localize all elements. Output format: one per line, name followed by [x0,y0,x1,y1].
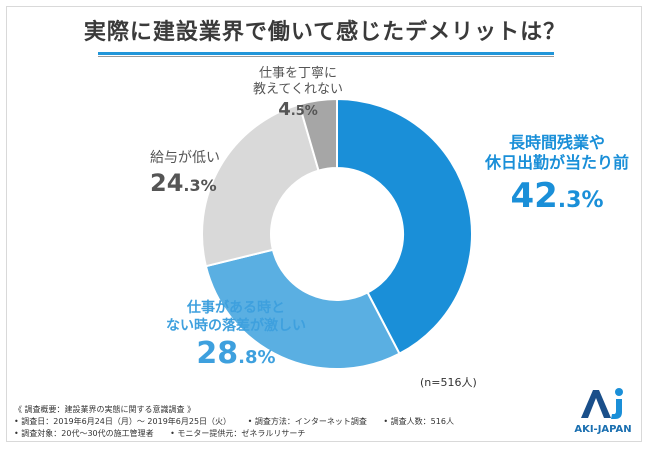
survey-footer: 《 調査概要：建設業界の実態に関する意識調査 》 • 調査日：2019年6月24… [14,404,468,440]
slice-value-low-pay: 24.3% [150,168,250,198]
footer-method: • 調査方法：インターネット調査 [247,417,367,426]
slice-label-long-hours-line2: 休日出勤が当たり前 [484,153,629,172]
slice-label-no-training: 仕事を丁寧に 教えてくれない 4.5% [232,66,364,121]
logo-mark-icon [581,388,623,419]
slice-value-no-training-int: 4 [278,98,291,120]
slice-label-workload-gap: 仕事がある時と ない時の落差が激しい 28.8% [150,300,322,373]
slice-value-no-training-dec: .5% [290,103,318,119]
slice-label-long-hours-line1: 長時間残業や [508,133,605,152]
slice-value-low-pay-dec: .3% [183,175,217,195]
slice-label-no-training-line1: 仕事を丁寧に [258,66,337,81]
title-underline-shadow [98,56,554,57]
slice-value-low-pay-int: 24 [150,168,184,197]
slice-value-long-hours-dec: .3% [557,188,604,213]
slice-value-no-training: 4.5% [232,99,364,122]
footer-row-2: • 調査対象：20代～30代の施工管理者 • モニター提供元：ゼネラルリサーチ [14,428,468,440]
slice-label-low-pay: 給与が低い 24.3% [150,150,250,198]
pie-slice-workload-gap [204,248,401,370]
footer-count: • 調査人数：516人 [383,417,454,426]
pie-slice-no-training [298,97,338,172]
aki-japan-logo: AKI-JAPAN [568,386,638,435]
logo-text: AKI-JAPAN [574,424,632,435]
sample-size: (n=516人) [420,376,477,389]
slice-value-workload-gap-int: 28 [196,336,239,371]
page-title: 実際に建設業界で働いて感じたデメリットは？ [83,20,567,45]
footer-period: • 調査日：2019年6月24日（月）～ 2019年6月25日（火） [14,417,232,426]
slice-value-workload-gap-dec: .8% [238,347,276,368]
footer-row-1: • 調査日：2019年6月24日（月）～ 2019年6月25日（火） • 調査方… [14,416,468,428]
slice-label-workload-gap-line1: 仕事がある時と [187,300,285,316]
slice-label-workload-gap-line2: ない時の落差が激しい [166,317,306,334]
chart-frame [6,6,642,442]
slice-label-no-training-line2: 教えてくれない [253,82,343,98]
slice-value-long-hours: 42.3% [472,175,642,218]
footer-provider: • モニター提供元：ゼネラルリサーチ [170,429,306,438]
slice-value-workload-gap: 28.8% [150,335,322,373]
slice-value-long-hours-int: 42 [510,176,558,216]
footer-target: • 調査対象：20代～30代の施工管理者 [14,429,154,438]
pie-slice-long-hours [336,97,473,356]
pie-slice-low-pay [201,103,320,268]
title-underline [98,52,554,55]
slice-label-low-pay-line1: 給与が低い [150,150,220,166]
footer-heading: 《 調査概要：建設業界の実態に関する意識調査 》 [14,405,196,414]
slice-label-long-hours: 長時間残業や 休日出勤が当たり前 42.3% [472,133,642,218]
